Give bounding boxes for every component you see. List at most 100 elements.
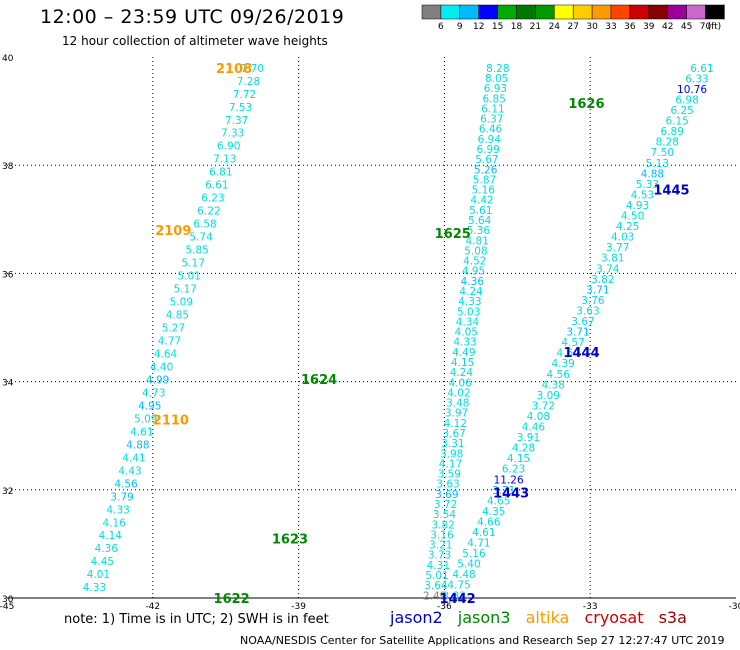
swh-value: 4.01 <box>87 569 110 581</box>
swh-value: 3.81 <box>601 253 624 265</box>
swh-value: 5.33 <box>636 179 659 191</box>
swh-value: 5.13 <box>646 158 669 170</box>
swh-value: 5.64 <box>468 215 492 227</box>
swh-value: 4.42 <box>470 195 493 207</box>
swh-value: 4.14 <box>99 530 123 542</box>
swh-value: 4.03 <box>611 232 634 244</box>
swh-value: 4.57 <box>561 337 584 349</box>
swh-value: 4.95 <box>138 400 161 412</box>
swh-value: 4.28 <box>512 443 535 455</box>
footer-credit: NOAA/NESDIS Center for Satellite Applica… <box>240 634 725 647</box>
swh-value: 8.05 <box>485 73 508 85</box>
swh-value: 5.40 <box>457 559 480 571</box>
swh-value: 8.28 <box>656 137 679 149</box>
colorbar-label: 30 <box>586 22 598 32</box>
swh-value: 4.88 <box>641 168 664 180</box>
swh-value: 6.11 <box>481 103 504 115</box>
swh-value: 4.71 <box>467 538 490 550</box>
swh-value: 4.24 <box>450 367 474 379</box>
swh-value: 3.63 <box>576 305 599 317</box>
colorbar-swatch <box>686 4 706 20</box>
chart-title: 12:00 – 23:59 UTC 09/26/2019 <box>40 6 345 28</box>
swh-value: 4.08 <box>527 411 550 423</box>
swh-value: 7.13 <box>213 154 236 166</box>
swh-value: 4.12 <box>444 418 467 430</box>
colorbar-swatch <box>572 4 593 20</box>
swh-value: 4.33 <box>106 504 129 516</box>
swh-value: 5.16 <box>462 548 486 560</box>
y-tick-label: 38 <box>2 162 14 172</box>
swh-value: 3.97 <box>445 408 468 420</box>
swh-value: 6.58 <box>193 219 216 231</box>
pass-label: 2109 <box>155 224 191 239</box>
legend-cryosat: cryosat <box>584 608 644 627</box>
swh-value: 5.16 <box>472 185 496 197</box>
swh-value: 5.01 <box>178 271 201 283</box>
swh-value: 3.77 <box>606 242 629 254</box>
swh-value: 5.03 <box>457 306 480 318</box>
y-tick-label: 36 <box>2 270 14 280</box>
x-tick-label: -33 <box>583 602 598 612</box>
swh-value: 7.28 <box>237 76 260 88</box>
y-tick-label: 30 <box>2 595 14 605</box>
swh-value: 7.72 <box>233 89 256 101</box>
swh-value: 4.34 <box>456 316 480 328</box>
x-tick-label: -30 <box>729 602 740 612</box>
colorbar-swatch <box>497 4 517 20</box>
swh-value: 3.71 <box>566 327 589 339</box>
x-tick-label: -42 <box>145 602 160 612</box>
swh-value: 4.81 <box>466 235 489 247</box>
pass-label: 1624 <box>301 373 337 388</box>
swh-value: 4.36 <box>461 276 485 288</box>
swh-value: 3.79 <box>110 491 133 503</box>
swh-value: 3.71 <box>492 485 515 497</box>
colorbar-label: 21 <box>530 22 541 32</box>
swh-value: 5.87 <box>473 174 496 186</box>
colorbar-label: 45 <box>681 22 692 32</box>
swh-value: 6.93 <box>484 83 507 95</box>
swh-value: 5.27 <box>162 323 185 335</box>
swh-value: 4.41 <box>122 452 145 464</box>
swh-value: 4.39 <box>551 358 574 370</box>
colorbar-label: 18 <box>511 22 523 32</box>
colorbar-swatch <box>667 4 687 20</box>
swh-value: 4.43 <box>118 465 141 477</box>
colorbar-swatch <box>554 4 574 20</box>
colorbar-swatch <box>648 4 668 20</box>
colorbar-swatch <box>591 4 612 20</box>
swh-value: 3.73 <box>428 550 451 562</box>
swh-value: 3.21 <box>429 540 452 552</box>
colorbar-label: 6 <box>438 22 444 32</box>
swh-value: 4.06 <box>448 377 472 389</box>
swh-value: 4.52 <box>463 256 486 268</box>
swh-value: 6.23 <box>502 464 525 476</box>
swh-value: 4.50 <box>621 211 644 223</box>
swh-value: 4.73 <box>142 387 165 399</box>
swh-value: 5.17 <box>182 258 205 270</box>
footer-note: note: 1) Time is in UTC; 2) SWH is in fe… <box>64 612 329 627</box>
x-tick-label: -45 <box>0 602 14 612</box>
swh-value: 4.66 <box>477 516 501 528</box>
swh-value: 6.81 <box>209 167 232 179</box>
swh-value: 4.35 <box>482 506 505 518</box>
swh-value: 3.76 <box>581 295 605 307</box>
swh-value: 4.46 <box>522 422 546 434</box>
pass-label: 1625 <box>435 227 471 242</box>
swh-value: 4.64 <box>154 348 178 360</box>
swh-value: 4.25 <box>616 221 639 233</box>
swh-value: 4.61 <box>130 426 153 438</box>
legend-s3a: s3a <box>658 608 687 627</box>
swh-value: 11.26 <box>494 474 524 486</box>
y-tick-label: 32 <box>2 487 13 497</box>
swh-value: 6.61 <box>690 63 713 75</box>
swh-value: 3.59 <box>438 469 461 481</box>
colorbar-label: 39 <box>643 22 655 32</box>
colorbar-label: 24 <box>549 22 561 32</box>
legend-altika: altika <box>525 608 570 627</box>
swh-value: 4.65 <box>487 495 510 507</box>
swh-value: 4.93 <box>626 200 649 212</box>
swh-value: 4.45 <box>91 556 114 568</box>
swh-value: 4.33 <box>458 296 481 308</box>
